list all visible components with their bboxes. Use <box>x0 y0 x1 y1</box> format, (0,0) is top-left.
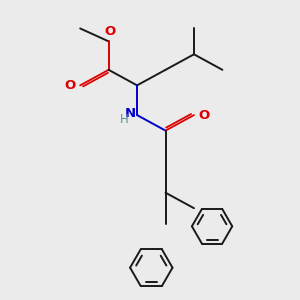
Text: N: N <box>125 107 136 120</box>
Text: O: O <box>104 25 116 38</box>
Text: O: O <box>199 109 210 122</box>
Text: H: H <box>120 113 129 126</box>
Text: O: O <box>64 79 76 92</box>
